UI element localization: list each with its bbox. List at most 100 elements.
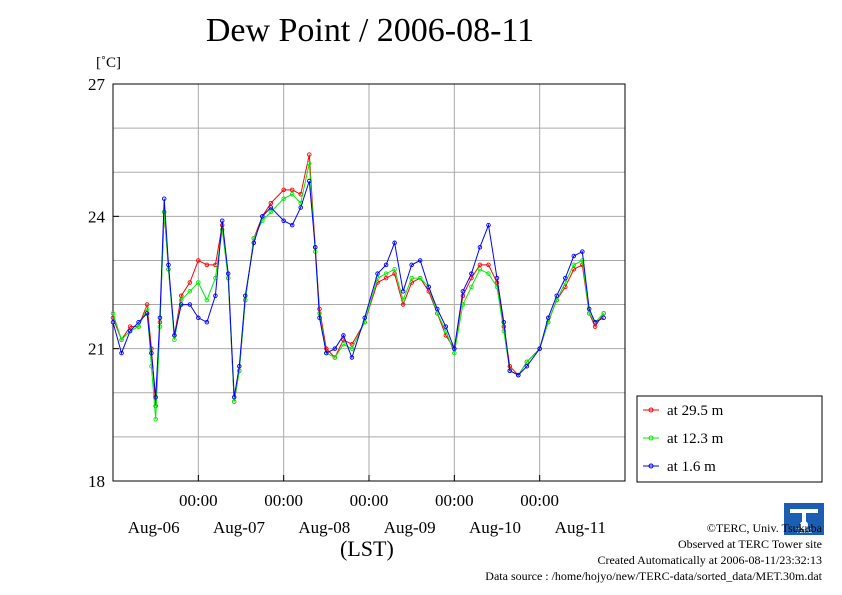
data-point: [571, 253, 577, 259]
data-point: [435, 306, 440, 312]
data-point: [443, 324, 449, 329]
data-point: [601, 315, 606, 321]
data-point: [307, 161, 312, 166]
x-day-label: Aug-06: [128, 518, 180, 537]
series-line: [112, 180, 604, 398]
data-point: [166, 262, 171, 268]
data-point: [268, 200, 274, 206]
source-text: Data source : /home/hojyo/new/TERC-data/…: [485, 569, 822, 583]
y-tick-label: 21: [88, 340, 105, 359]
terc-logo: TERC: [784, 503, 824, 535]
data-point: [231, 394, 237, 400]
data-point: [392, 240, 397, 246]
data-point: [545, 315, 551, 321]
data-point: [179, 293, 184, 298]
data-point: [426, 284, 431, 290]
data-point: [298, 205, 303, 210]
data-point: [204, 262, 210, 268]
data-point: [452, 346, 457, 351]
observed-text: Observed at TERC Tower site: [677, 537, 822, 551]
data-point: [213, 293, 218, 298]
data-point: [501, 319, 507, 325]
data-point: [237, 364, 242, 369]
data-point: [110, 311, 116, 316]
data-point: [486, 271, 491, 276]
y-tick-label: 18: [88, 472, 105, 491]
x-tick-label: 00:00: [179, 491, 218, 510]
data-point: [144, 306, 150, 312]
data-point: [524, 359, 530, 365]
data-point: [281, 218, 286, 223]
data-point: [586, 306, 592, 312]
data-point: [119, 350, 124, 356]
data-point: [571, 262, 577, 268]
svg-text:TERC: TERC: [796, 529, 813, 535]
data-point: [580, 249, 585, 254]
data-point: [149, 364, 154, 369]
x-day-label: Aug-09: [384, 518, 436, 537]
x-tick-label: 00:00: [264, 491, 303, 510]
data-point: [119, 337, 124, 343]
copyright-text: ©TERC, Univ. Tsukuba: [706, 521, 822, 535]
data-point: [383, 262, 389, 268]
data-point: [179, 302, 184, 307]
legend-marker: [648, 407, 654, 413]
data-point: [554, 293, 559, 298]
created-text: Created Automatically at 2006-08-11/23:3…: [597, 553, 822, 567]
data-point: [243, 293, 248, 298]
data-point: [289, 187, 295, 193]
data-point: [281, 196, 286, 201]
data-point: [317, 315, 322, 321]
y-axis-unit: [˚C]: [96, 55, 121, 71]
data-point: [592, 324, 598, 329]
data-point: [349, 346, 355, 351]
series-line: [112, 163, 605, 420]
data-point: [477, 262, 483, 268]
data-point: [507, 368, 513, 373]
data-point: [516, 372, 521, 378]
data-point: [161, 196, 167, 201]
data-point: [289, 222, 295, 228]
data-point: [592, 319, 598, 325]
data-point: [400, 302, 406, 307]
data-point: [563, 275, 568, 281]
data-point: [545, 319, 551, 325]
x-axis-label: (LST): [340, 536, 394, 561]
data-point: [486, 262, 491, 268]
data-point: [494, 275, 500, 281]
data-point: [400, 289, 406, 294]
legend-marker: [648, 463, 654, 469]
data-point: [469, 284, 474, 290]
data-point: [452, 350, 457, 356]
data-point: [469, 271, 474, 276]
data-point: [341, 342, 346, 347]
data-point: [144, 302, 150, 307]
data-point: [460, 289, 466, 294]
data-point: [477, 244, 483, 250]
data-point: [153, 394, 158, 400]
data-point: [157, 315, 163, 321]
data-point: [196, 258, 201, 263]
data-point: [332, 346, 338, 351]
data-point: [477, 267, 483, 272]
data-point: [127, 328, 133, 334]
credits-block: ©TERC, Univ. Tsukuba Observed at TERC To…: [485, 520, 822, 584]
series-line: [112, 154, 605, 407]
data-point: [187, 280, 193, 285]
data-point: [231, 399, 237, 404]
data-point: [268, 209, 274, 215]
data-point: [179, 297, 184, 303]
data-point: [268, 205, 274, 210]
legend-marker: [648, 435, 654, 441]
data-point: [196, 315, 201, 321]
data-point: [281, 187, 286, 193]
data-point: [392, 267, 397, 272]
x-tick-label: 00:00: [520, 491, 559, 510]
data-point: [341, 333, 346, 338]
data-point: [225, 271, 231, 276]
data-point: [127, 324, 133, 329]
legend-label: at 1.6 m: [667, 459, 716, 475]
data-point: [187, 302, 193, 307]
y-tick-label: 27: [88, 75, 106, 94]
